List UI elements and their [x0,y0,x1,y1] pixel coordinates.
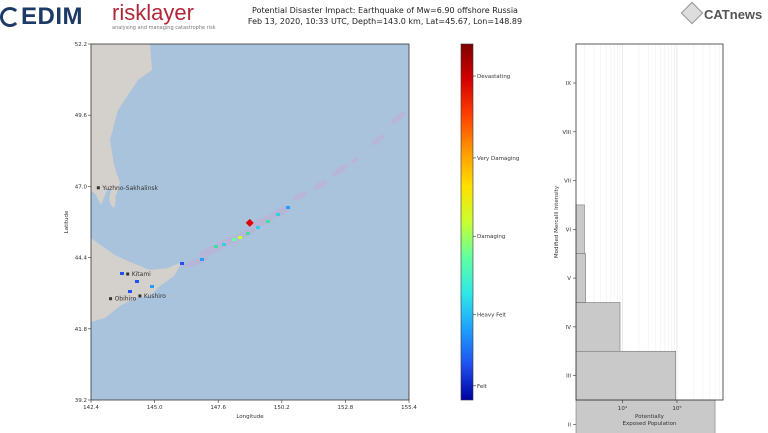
population-cell [238,236,242,239]
map-frame [90,43,410,401]
histogram-y-tick-label: IX [566,81,572,87]
map-y-axis-label: Latitude [64,210,70,233]
epicenter-marker [245,218,254,227]
city-marker [109,297,113,301]
map-y-tick-label: 52.2 [75,42,87,48]
histogram-x-axis-label-line2: Exposed Population [623,421,677,427]
chart-title: Potential Disaster Impact: Earthquake of… [205,5,565,27]
risklayer-tagline: analysing and managing catastrophe risk [112,25,216,31]
map-y-tick-label: 47.0 [75,184,88,190]
population-cell [120,272,124,275]
histogram-x-tick-label: 10⁵ [672,405,681,412]
city-marker [96,186,100,190]
map-y-tick-label: 49.6 [75,113,88,119]
colorbar-label: Devastating [477,74,510,80]
histogram-bar [575,253,586,303]
colorbar-label: Damaging [477,234,505,240]
population-cell [200,258,204,261]
kuril-island [371,134,385,146]
histogram-bar [575,399,716,433]
population-cell [180,262,184,265]
histogram-y-tick-label: VII [564,179,571,185]
colorbar-label: Felt [477,384,488,390]
city-label: Kitami [132,271,151,278]
map-x-tick-label: 155.4 [401,405,417,411]
map-y-tick-label: 44.4 [75,256,88,262]
histogram-y-tick-label: VI [566,227,572,233]
population-cell [135,280,139,283]
histogram-x-axis-label-line1: Potentially [635,414,665,420]
histogram-bar [575,350,677,401]
population-cell [214,245,218,248]
histogram-y-tick-label: II [568,422,572,428]
histogram-y-tick-label: VIII [562,130,571,136]
population-cell [266,220,270,223]
histogram-x-tick-label: 10⁴ [618,405,628,412]
population-cell [276,213,280,216]
kuril-island [313,180,327,190]
kuril-island [292,191,308,201]
histogram-y-axis-label: Modified Mercalli Intensity [554,185,560,258]
population-cell [246,232,250,235]
city-label: Obihiro [115,296,137,303]
colorbar [460,43,474,401]
title-line-2: Feb 13, 2020, 10:33 UTC, Depth=143.0 km,… [247,17,523,26]
histogram-bar [575,204,585,254]
city-marker [138,294,142,298]
cedim-logo: EDIM [0,3,83,31]
kuril-island [390,111,406,125]
catnews-logo: CATnews [680,1,762,25]
histogram-bar [575,302,621,352]
city-label: Kushiro [144,293,166,300]
land-sakhalin [91,44,152,205]
population-cell [150,285,154,288]
population-cell [128,290,132,293]
population-cell [232,238,236,241]
population-cell [286,206,290,209]
map-x-tick-label: 150.2 [274,405,290,411]
map-y-tick-label: 39.2 [75,398,87,404]
title-line-1: Potential Disaster Impact: Earthquake of… [252,6,518,15]
map-y-tick-label: 41.8 [75,327,88,333]
kuril-island [350,156,360,164]
colorbar-label: Very Damaging [477,156,519,162]
histogram-frame [575,43,724,401]
map-x-axis-label: Longitude [236,414,264,420]
histogram-y-tick-label: V [567,276,571,282]
map-x-tick-label: 145.0 [147,405,163,411]
kuril-island [250,215,274,229]
map-area: Yuzhno-Sakhalinsk Kitami Kushiro Obihiro [91,44,409,400]
kuril-island [331,163,349,177]
population-cell [256,226,260,229]
colorbar-label: Heavy Felt [477,313,507,319]
map-x-tick-label: 147.6 [210,405,226,411]
map-x-tick-label: 152.8 [338,405,354,411]
kuril-island [269,205,291,219]
histogram-y-tick-label: IV [566,325,572,331]
city-label: Yuzhno-Sakhalinsk [101,185,158,192]
histogram-y-tick-label: III [566,374,571,380]
population-cell [222,243,226,246]
land-aniva-cape [109,188,116,208]
risklayer-logo: risklayer [112,0,194,25]
city-marker [126,272,130,276]
map-x-tick-label: 142.4 [83,405,99,411]
